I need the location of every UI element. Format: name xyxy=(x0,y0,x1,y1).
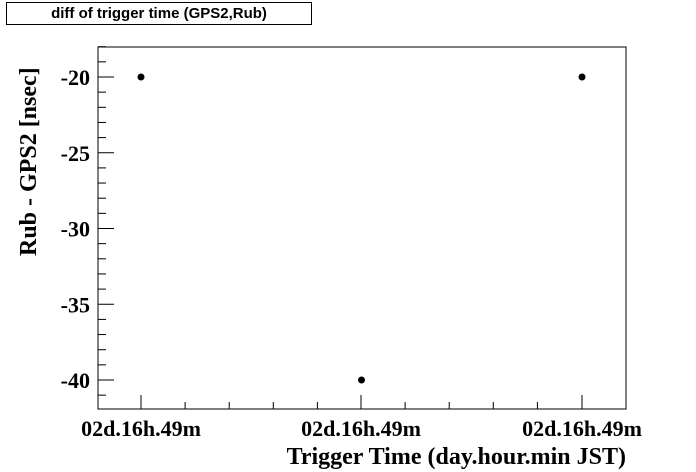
y-tick-label: -40 xyxy=(61,368,90,393)
y-tick-label: -20 xyxy=(61,65,90,90)
y-tick-label: -25 xyxy=(61,141,90,166)
y-tick-label: -30 xyxy=(61,217,90,242)
data-point xyxy=(578,73,586,81)
data-point xyxy=(358,376,365,384)
x-axis-title: Trigger Time (day.hour.min JST) xyxy=(287,444,626,470)
x-tick-label: 02d.16h.49m xyxy=(301,416,421,441)
data-points xyxy=(137,73,586,384)
x-tick-label: 02d.16h.49m xyxy=(81,416,201,441)
x-axis: 02d.16h.49m 02d.16h.49m 02d.16h.49m xyxy=(81,395,642,441)
data-point xyxy=(137,73,145,81)
plot-frame xyxy=(97,46,627,410)
chart-title: diff of trigger time (GPS2,Rub) xyxy=(6,2,312,25)
y-axis: -20 -25 -30 -35 -40 xyxy=(61,46,114,396)
y-tick-label: -35 xyxy=(61,292,90,317)
x-tick-label: 02d.16h.49m xyxy=(522,416,642,441)
y-axis-title: Rub - GPS2 [nsec] xyxy=(16,67,42,256)
